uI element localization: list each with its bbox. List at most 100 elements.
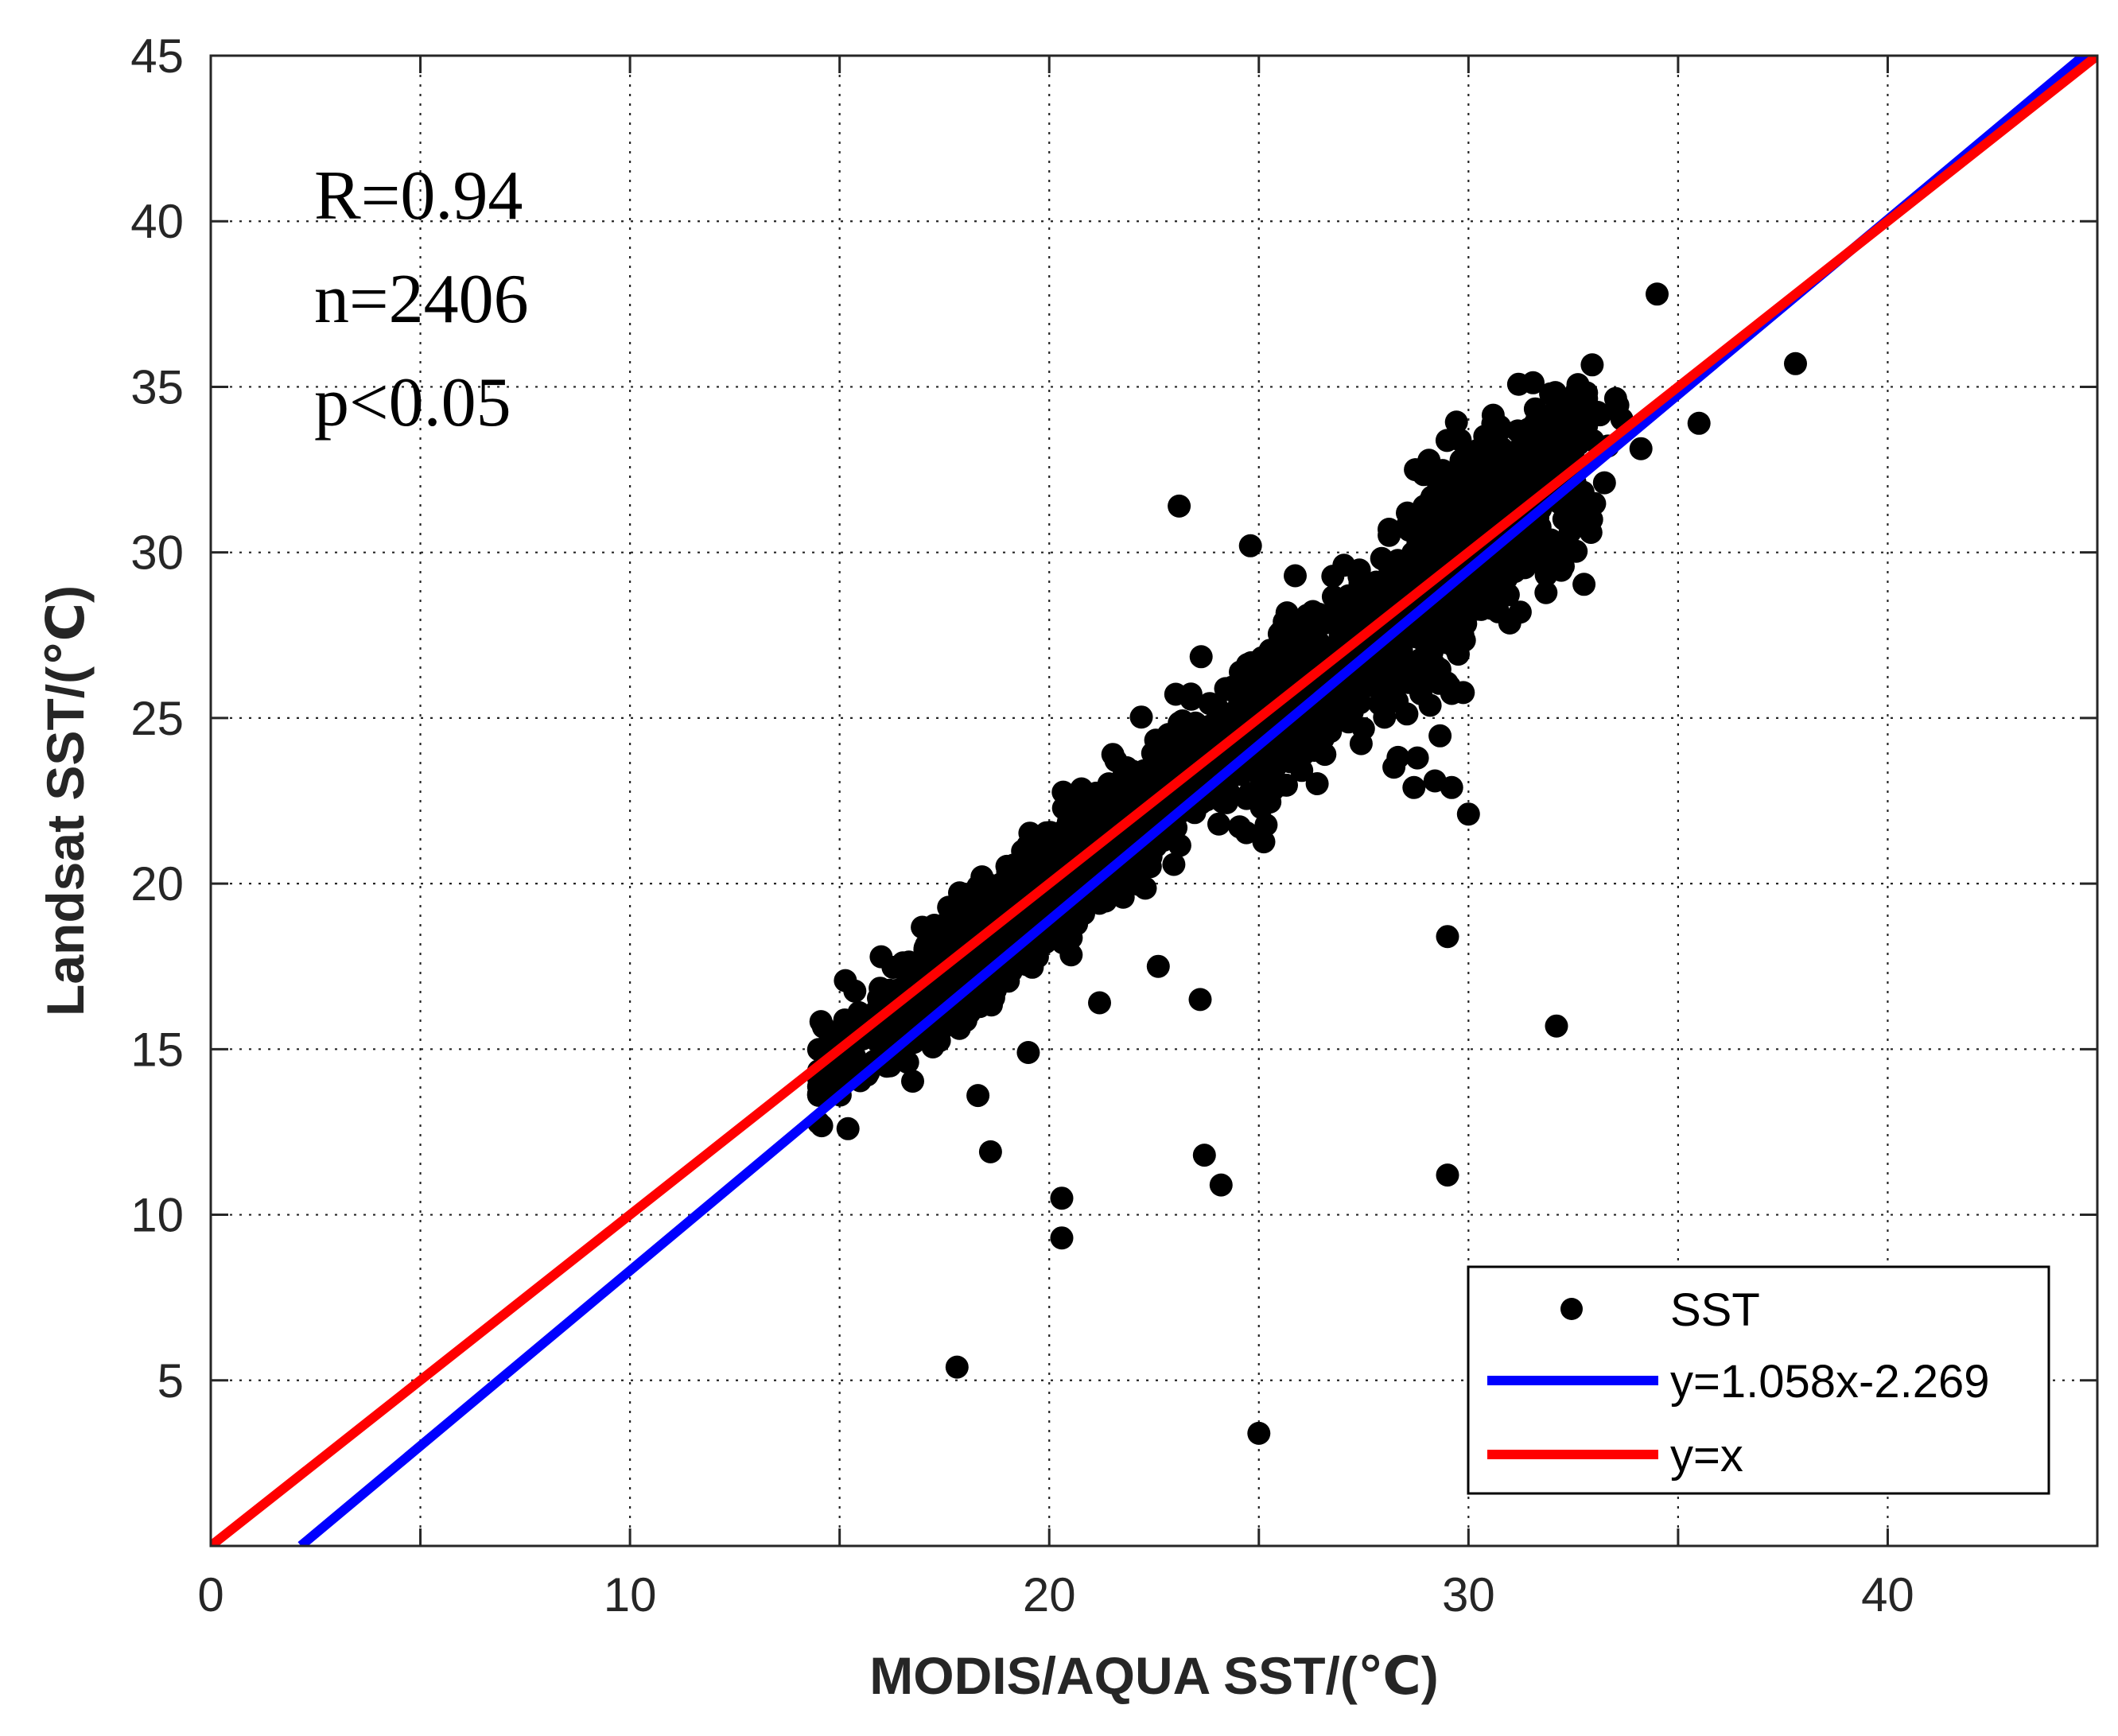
- y-tick-label: 10: [130, 1189, 184, 1242]
- sst-point: [1249, 790, 1273, 814]
- sst-point: [869, 945, 893, 969]
- sst-point-outlier: [836, 1117, 860, 1140]
- sst-point: [968, 995, 992, 1019]
- sst-point: [931, 977, 955, 1000]
- sst-point: [1418, 489, 1442, 513]
- sst-point-outlier: [1436, 925, 1459, 949]
- sst-point-outlier: [1088, 991, 1111, 1015]
- sst-point-outlier: [1016, 1041, 1040, 1064]
- sst-point-outlier: [1209, 1173, 1233, 1197]
- x-tick-label: 30: [1442, 1568, 1495, 1621]
- annotation-line: p<0.05: [314, 364, 511, 441]
- sst-point: [1545, 547, 1568, 571]
- sst-point: [1576, 495, 1600, 519]
- sst-point: [1405, 746, 1429, 770]
- axis-ticks: 0 10 20 30 40 5 10 15 20 25 30 35 40 45: [130, 29, 2097, 1621]
- sst-point-outlier: [1247, 1421, 1271, 1445]
- sst-point: [1478, 562, 1502, 586]
- legend: SST y=1.058x-2.269 y=x: [1467, 1265, 2050, 1495]
- sst-point: [1302, 718, 1326, 742]
- sst-point-outlier: [1440, 775, 1463, 799]
- y-tick-label: 40: [130, 195, 184, 248]
- sst-point: [911, 915, 935, 939]
- sst-point: [1257, 651, 1281, 675]
- y-tick-label: 15: [130, 1023, 184, 1076]
- sst-point: [1225, 701, 1249, 725]
- sst-point: [1474, 492, 1498, 516]
- sst-point: [1018, 821, 1042, 845]
- sst-point: [1556, 498, 1580, 522]
- sst-point: [1448, 429, 1472, 452]
- annotation-line: n=2406: [314, 261, 529, 338]
- sst-point: [1588, 403, 1612, 427]
- sst-point: [1100, 784, 1124, 808]
- sst-point: [1345, 603, 1369, 626]
- sst-point-outlier: [1146, 954, 1170, 978]
- sst-point: [1428, 515, 1452, 538]
- sst-point: [1497, 482, 1521, 505]
- plot-frame: [209, 54, 2099, 1548]
- sst-point: [1382, 755, 1406, 779]
- sst-point: [1034, 930, 1057, 954]
- y-tick-label: 45: [130, 29, 184, 83]
- sst-point-outlier: [945, 1355, 969, 1379]
- sst-point: [1534, 581, 1558, 604]
- y-tick-label: 35: [130, 360, 184, 414]
- sst-point: [865, 1028, 888, 1052]
- sst-point: [945, 1012, 969, 1035]
- y-tick-label: 20: [130, 857, 184, 911]
- y-tick-label: 30: [130, 526, 184, 580]
- sst-point-outlier: [1238, 534, 1262, 557]
- grid-lines: [211, 56, 2097, 1546]
- sst-point-outlier: [1188, 988, 1212, 1012]
- sst-point: [1207, 812, 1230, 836]
- sst-point: [1164, 682, 1187, 706]
- legend-fit-line-label: y=1.058x-2.269: [1670, 1356, 1989, 1408]
- x-tick-label: 40: [1861, 1568, 1914, 1621]
- sst-point: [1040, 853, 1063, 877]
- sst-point-outlier: [1050, 1186, 1074, 1210]
- legend-sst-marker: [1560, 1298, 1583, 1320]
- sst-point-outlier: [1050, 1226, 1074, 1250]
- sst-point: [1554, 528, 1578, 552]
- sst-point: [1506, 372, 1530, 396]
- sst-point: [1168, 711, 1191, 735]
- sst-point-outlier: [1687, 411, 1711, 435]
- sst-point: [819, 1070, 843, 1094]
- sst-point: [1592, 471, 1616, 495]
- sst-point: [1444, 476, 1468, 499]
- sst-point: [1420, 632, 1444, 656]
- sst-point: [1483, 583, 1507, 607]
- sst-point-outlier: [1784, 351, 1807, 375]
- x-tick-label: 20: [1023, 1568, 1076, 1621]
- sst-point: [1099, 879, 1123, 903]
- sst-point: [1332, 553, 1356, 577]
- sst-point-outlier: [978, 1140, 1002, 1163]
- sst-point: [1572, 573, 1596, 596]
- sst-point: [948, 881, 971, 905]
- sst-point: [1417, 449, 1441, 472]
- sst-point: [1104, 749, 1128, 772]
- sst-point: [1373, 705, 1397, 729]
- sst-point: [1015, 953, 1039, 977]
- y-axis-title: Landsat SST/(℃): [36, 585, 95, 1016]
- sst-point: [834, 969, 857, 992]
- sst-point: [1352, 665, 1376, 688]
- sst-point-outlier: [1646, 282, 1669, 306]
- sst-point: [1228, 815, 1252, 839]
- sst-point: [1067, 793, 1091, 817]
- legend-identity-line-label: y=x: [1670, 1430, 1743, 1482]
- sst-point: [1305, 772, 1329, 795]
- sst-point-outlier: [1436, 1163, 1459, 1187]
- sst-point-outlier: [1545, 1014, 1568, 1038]
- sst-point: [1428, 724, 1452, 748]
- sst-point: [1469, 472, 1493, 495]
- sst-point: [927, 937, 950, 961]
- y-tick-label: 5: [157, 1354, 184, 1408]
- sst-point: [1284, 564, 1307, 588]
- sst-point: [1348, 571, 1372, 595]
- sst-point: [1189, 645, 1213, 669]
- sst-point: [1094, 804, 1117, 828]
- identity-line: [211, 56, 2097, 1546]
